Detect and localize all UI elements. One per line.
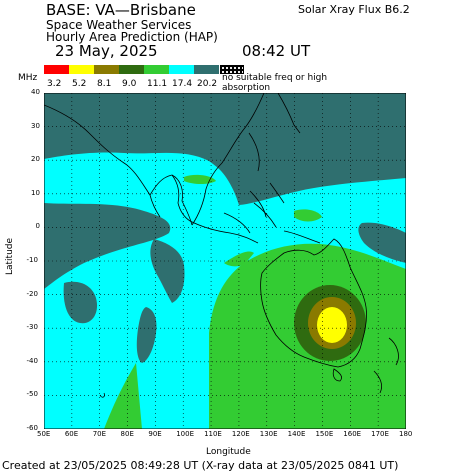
x-tick-label: 70E [92, 430, 107, 438]
legend-unit: MHz [18, 73, 38, 83]
x-tick-label: 140E [287, 430, 306, 438]
legend-swatch [169, 65, 194, 74]
legend-label: 11.1 [147, 79, 168, 89]
region-green-southwest [104, 363, 142, 429]
solar-xray-flux: Solar Xray Flux B6.2 [298, 3, 410, 16]
x-tick-label: 130E [259, 430, 278, 438]
region-teal-east [358, 222, 406, 263]
x-tick-label: 80E [120, 430, 134, 438]
region-green-patch-1 [224, 251, 254, 267]
legend-swatch [69, 65, 94, 74]
y-tick-label: -20 [26, 289, 38, 298]
y-tick-label: 30 [31, 121, 40, 130]
x-tick-label: 100E [176, 430, 195, 438]
y-tick-label: 40 [31, 88, 40, 96]
x-axis-label: Longitude [206, 447, 251, 457]
legend-label: 3.2 [47, 79, 62, 89]
legend-swatch [144, 65, 169, 74]
coastlines [44, 93, 399, 398]
region-teal-west [44, 203, 171, 289]
region-green-patch-2 [294, 209, 322, 222]
region-teal-southwest [63, 281, 98, 324]
time-label: 08:42 UT [242, 42, 311, 60]
y-tick-label: 10 [31, 188, 40, 197]
service-name: Space Weather Services [46, 18, 192, 32]
hap-frequency-map [44, 93, 406, 429]
creation-footer: Created at 23/05/2025 08:49:28 UT (X-ray… [2, 459, 399, 472]
legend-label: 9.0 [122, 79, 137, 89]
y-axis-label: Latitude [5, 237, 16, 276]
x-tick-label: 170E [371, 430, 389, 438]
graticule [44, 93, 406, 429]
y-tick-label: 20 [31, 155, 40, 164]
base-station-title: BASE: VA—Brisbane [46, 1, 196, 19]
region-cyan-band [44, 152, 236, 205]
x-tick-label: 110E [204, 430, 222, 438]
legend-swatch [119, 65, 144, 74]
x-tick-label: 90E [148, 430, 162, 438]
x-tick-label: 120E [231, 430, 250, 438]
x-tick-label: 180 [399, 430, 413, 438]
no-suitable-freq-label: no suitable freq or high absorption [222, 73, 328, 93]
region-teal-central [150, 239, 185, 303]
region-5mhz-core [317, 307, 347, 343]
y-tick-label: -50 [26, 390, 38, 399]
x-tick-label: 50E [37, 430, 51, 438]
x-tick-label: 160E [343, 430, 362, 438]
legend-swatch [94, 65, 119, 74]
region-green-patch-3 [184, 174, 216, 184]
y-tick-label: -40 [26, 356, 38, 365]
region-teal-north [44, 93, 406, 205]
y-tick-label: -30 [26, 323, 38, 332]
y-tick-label: -10 [26, 256, 38, 264]
y-tick-label: 0 [35, 222, 40, 231]
no-suitable-freq-swatch [220, 65, 244, 74]
legend-label: 20.2 [197, 79, 218, 89]
x-tick-label: 60E [64, 430, 79, 438]
legend-swatch [44, 65, 69, 74]
product-name: Hourly Area Prediction (HAP) [46, 30, 218, 44]
legend-label: 5.2 [72, 79, 87, 89]
y-tick-label: -60 [26, 424, 38, 432]
region-teal-south [136, 307, 157, 363]
x-tick-label: 150E [315, 430, 334, 438]
legend-label: 8.1 [97, 79, 112, 89]
legend-swatch [194, 65, 219, 74]
legend-label: 17.4 [172, 79, 193, 89]
date-label: 23 May, 2025 [55, 42, 158, 60]
